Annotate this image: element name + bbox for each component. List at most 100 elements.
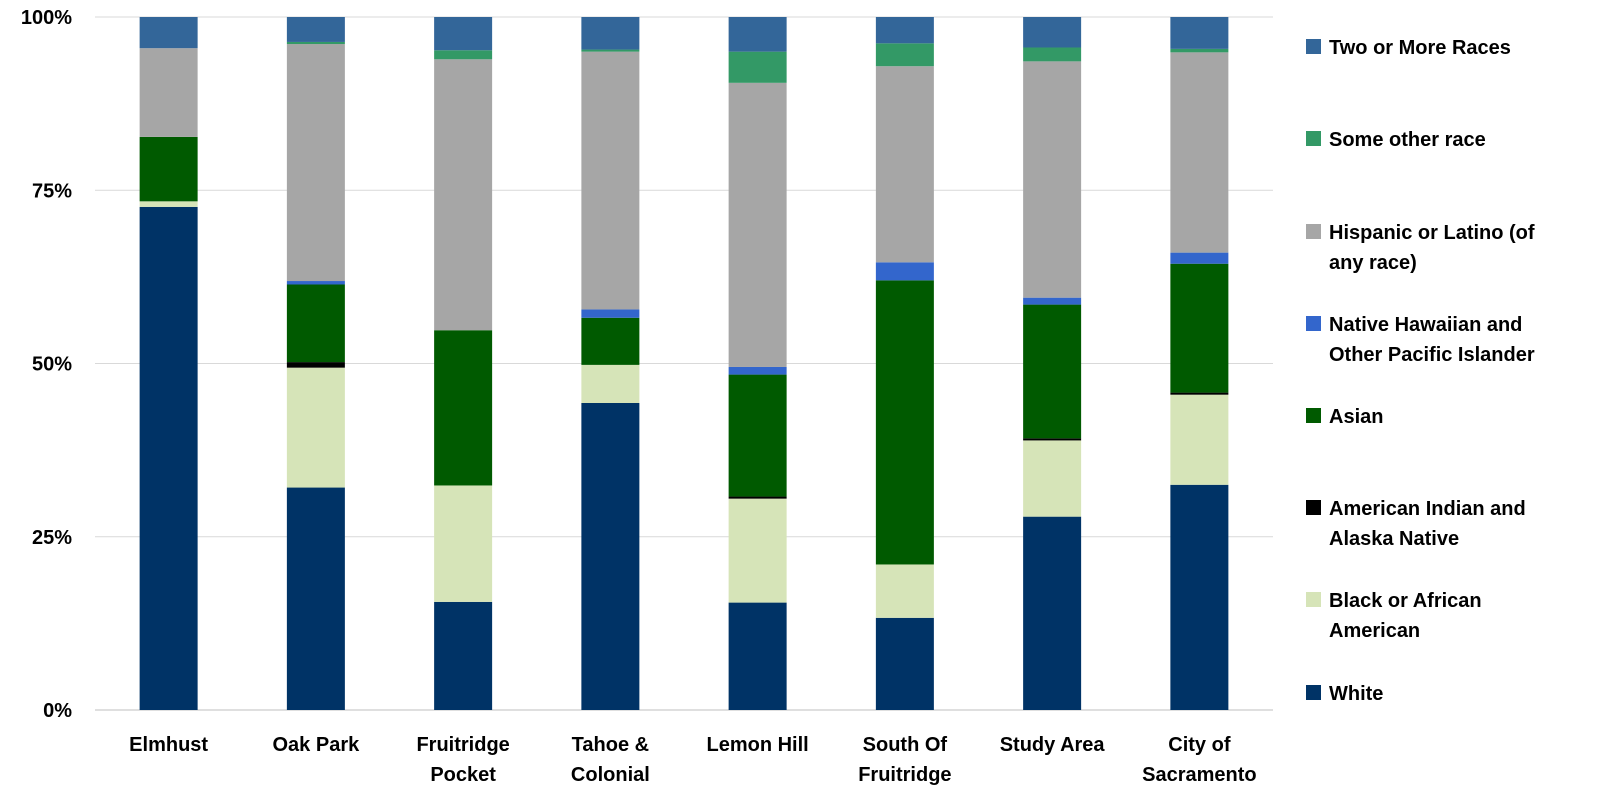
bar-segment bbox=[1023, 17, 1082, 48]
legend-label: Native Hawaiian and Other Pacific Islande… bbox=[1329, 310, 1589, 370]
x-category-label: Tahoe & bbox=[572, 734, 649, 756]
bar-segment bbox=[139, 17, 198, 49]
bar-segment bbox=[139, 206, 198, 710]
bar-segment bbox=[1023, 304, 1082, 439]
bar-segment bbox=[434, 330, 493, 486]
x-category-label: South Of bbox=[863, 734, 948, 756]
bar-segment bbox=[875, 262, 934, 281]
bars bbox=[139, 17, 1229, 710]
bar-segment bbox=[139, 201, 198, 207]
bar-segment bbox=[1023, 61, 1082, 298]
bar-segment bbox=[728, 496, 787, 499]
bar-segment bbox=[875, 43, 934, 67]
bar-segment bbox=[728, 51, 787, 83]
bar-segment bbox=[286, 367, 345, 488]
legend-label-line: Asian bbox=[1329, 406, 1384, 428]
bar-segment bbox=[286, 17, 345, 42]
bar-stack bbox=[139, 17, 198, 710]
legend-label-line: Other Pacific Islander bbox=[1329, 344, 1535, 366]
y-tick-label: 75% bbox=[32, 180, 72, 202]
bar-segment bbox=[581, 17, 640, 50]
legend-swatch bbox=[1306, 685, 1321, 700]
y-tick-label: 100% bbox=[21, 7, 72, 29]
x-category-label: City of bbox=[1168, 734, 1231, 756]
y-axis-tick-labels: 0% 25% 50% 75% 100% bbox=[21, 7, 72, 722]
x-category-label: Fruitridge bbox=[416, 734, 509, 756]
legend-label-line: American Indian and bbox=[1329, 498, 1526, 520]
bar-segment bbox=[728, 366, 787, 375]
legend-label-line: Alaska Native bbox=[1329, 528, 1460, 550]
bar-segment bbox=[1170, 392, 1229, 395]
legend-swatch bbox=[1306, 131, 1321, 146]
bar-segment bbox=[286, 44, 345, 282]
bar-segment bbox=[875, 564, 934, 618]
bar-segment bbox=[139, 48, 198, 137]
legend-label-line: any race) bbox=[1329, 252, 1417, 274]
bar-stack bbox=[1170, 17, 1229, 710]
bar-segment bbox=[1023, 438, 1082, 441]
legend-item: Hispanic or Latino (of any race) bbox=[1306, 218, 1589, 278]
legend-swatch bbox=[1306, 408, 1321, 423]
bar-segment bbox=[286, 362, 345, 368]
legend-item: Asian bbox=[1306, 402, 1589, 432]
legend-swatch bbox=[1306, 316, 1321, 331]
x-category-label: Pocket bbox=[430, 764, 496, 786]
legend-item: Two or More Races bbox=[1306, 33, 1589, 63]
bar-segment bbox=[1170, 48, 1229, 53]
x-category-label: Oak Park bbox=[273, 734, 361, 756]
bar-segment bbox=[875, 617, 934, 710]
x-category-label: Elmhust bbox=[129, 734, 208, 756]
bar-segment bbox=[1170, 394, 1229, 485]
bar-segment bbox=[581, 309, 640, 318]
bar-segment bbox=[1023, 516, 1082, 710]
bar-segment bbox=[286, 487, 345, 710]
legend-label-line: Two or More Races bbox=[1329, 37, 1511, 59]
bar-segment bbox=[581, 51, 640, 310]
bar-segment bbox=[434, 59, 493, 331]
bar-segment bbox=[139, 136, 198, 202]
bar-stack bbox=[434, 17, 493, 710]
stacked-bar-chart: 0% 25% 50% 75% 100% Elmhust Oak Park Fruitridg… bbox=[21, 7, 1273, 786]
legend-label-line: American bbox=[1329, 620, 1421, 642]
bar-segment bbox=[581, 49, 640, 52]
x-category-label: Lemon Hill bbox=[707, 734, 809, 756]
legend-swatch bbox=[1306, 592, 1321, 607]
bar-segment bbox=[1170, 484, 1229, 710]
bar-segment bbox=[1023, 297, 1082, 305]
y-tick-label: 0% bbox=[43, 700, 72, 722]
bar-segment bbox=[434, 17, 493, 51]
legend-item: Black or African American bbox=[1306, 586, 1589, 646]
bar-segment bbox=[728, 17, 787, 52]
bar-segment bbox=[1170, 17, 1229, 49]
bar-stack bbox=[728, 17, 787, 710]
x-category-label: Fruitridge bbox=[858, 764, 951, 786]
bar-segment bbox=[581, 403, 640, 710]
legend-label-line: Hispanic or Latino (of bbox=[1329, 222, 1535, 244]
legend-swatch bbox=[1306, 224, 1321, 239]
bar-segment bbox=[1170, 252, 1229, 264]
legend: Two or More Races Some other race Hispanic… bbox=[1306, 0, 1596, 803]
legend-item: American Indian and Alaska Native bbox=[1306, 494, 1589, 554]
bar-segment bbox=[1023, 47, 1082, 62]
legend-label: White bbox=[1329, 679, 1589, 709]
legend-label: American Indian and Alaska Native bbox=[1329, 494, 1589, 554]
bar-segment bbox=[581, 364, 640, 404]
bar-stack bbox=[875, 17, 934, 710]
bar-segment bbox=[875, 17, 934, 44]
bar-segment bbox=[286, 41, 345, 45]
bar-segment bbox=[875, 280, 934, 565]
legend-label-line: Some other race bbox=[1329, 129, 1486, 151]
bar-segment bbox=[434, 50, 493, 60]
bar-segment bbox=[434, 485, 493, 602]
legend-item: White bbox=[1306, 679, 1589, 709]
legend-label: Asian bbox=[1329, 402, 1589, 432]
x-category-label: Colonial bbox=[571, 764, 650, 786]
bar-segment bbox=[1170, 263, 1229, 393]
legend-label: Some other race bbox=[1329, 125, 1589, 155]
bar-segment bbox=[728, 82, 787, 367]
y-tick-label: 50% bbox=[32, 354, 72, 376]
bar-segment bbox=[728, 374, 787, 497]
legend-label-line: Native Hawaiian and bbox=[1329, 314, 1523, 336]
bar-segment bbox=[875, 66, 934, 263]
legend-label-line: White bbox=[1329, 683, 1384, 705]
